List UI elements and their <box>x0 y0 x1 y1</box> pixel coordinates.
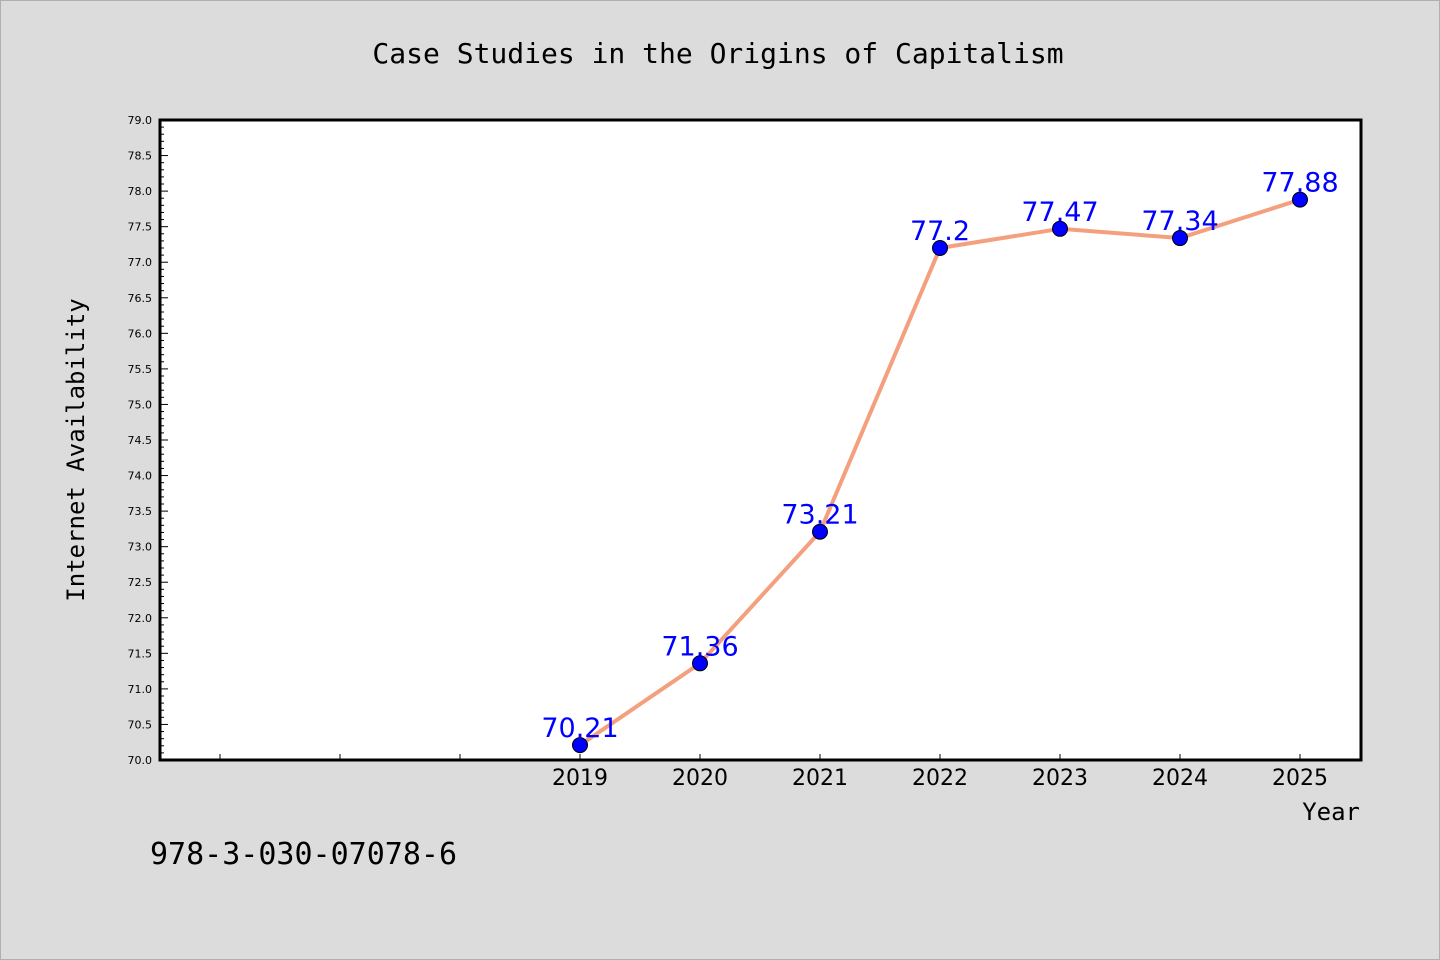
x-axis: 2019 2020 2021 2022 2023 2024 2025 <box>219 754 1328 791</box>
y-tick-label: 72.0 <box>128 612 153 625</box>
y-tick-label: 78.5 <box>128 150 153 163</box>
y-tick-label: 74.5 <box>128 434 153 447</box>
data-label: 70.21 <box>541 713 618 744</box>
y-tick-label: 72.5 <box>128 576 153 589</box>
x-tick-label: 2019 <box>552 766 608 791</box>
data-label: 77.2 <box>910 216 970 247</box>
x-tick-label: 2023 <box>1032 766 1088 791</box>
data-label: 77.34 <box>1141 206 1218 237</box>
y-tick-label: 78.0 <box>128 185 153 198</box>
y-axis-label: Internet Availability <box>62 298 90 601</box>
y-tick-label: 77.5 <box>128 221 153 234</box>
y-tick-label: 79.0 <box>128 114 153 127</box>
y-tick-label: 75.0 <box>128 398 153 411</box>
plot-frame <box>158 118 1363 762</box>
y-tick-label: 73.5 <box>128 505 153 518</box>
data-label: 77.47 <box>1021 197 1098 228</box>
x-axis-label: Year <box>1302 798 1360 826</box>
x-tick-label: 2024 <box>1152 766 1208 791</box>
x-tick-label: 2020 <box>672 766 728 791</box>
data-point-marker <box>572 737 588 754</box>
chart-title: Case Studies in the Origins of Capitalis… <box>372 37 1063 70</box>
y-tick-label: 73.0 <box>128 541 153 554</box>
isbn-text: 978-3-030-07078-6 <box>150 837 457 872</box>
y-tick-label: 76.0 <box>128 327 153 340</box>
y-tick-label: 77.0 <box>128 256 153 269</box>
y-tick-label: 71.5 <box>128 647 153 660</box>
data-point-marker <box>812 523 828 540</box>
data-label: 71.36 <box>661 631 738 662</box>
data-point-marker <box>1172 230 1188 247</box>
x-tick-label: 2021 <box>792 766 848 791</box>
data-label: 77.88 <box>1261 168 1338 199</box>
series-line-layer <box>572 191 1308 754</box>
data-point-marker <box>692 655 708 672</box>
data-point-marker <box>932 240 948 256</box>
plot-area <box>160 120 1361 760</box>
y-tick-label: 76.5 <box>128 292 153 305</box>
data-labels-layer: 70.21 71.36 73.21 77.2 77.47 77.34 77.88 <box>541 168 1338 744</box>
y-tick-label: 70.0 <box>128 754 153 767</box>
data-label: 73.21 <box>781 500 858 531</box>
data-point-marker <box>1292 191 1308 208</box>
y-tick-label: 75.5 <box>128 363 153 376</box>
x-tick-label: 2022 <box>912 766 968 791</box>
y-axis: 70.0 70.5 71.0 71.5 72.0 72.5 73.0 73.5 74.0 74.5… <box>128 114 168 767</box>
x-tick-label: 2025 <box>1272 766 1328 791</box>
data-point-marker <box>1052 220 1068 237</box>
y-tick-label: 74.0 <box>128 470 153 483</box>
y-tick-label: 71.0 <box>128 683 153 696</box>
y-tick-label: 70.5 <box>128 718 153 731</box>
